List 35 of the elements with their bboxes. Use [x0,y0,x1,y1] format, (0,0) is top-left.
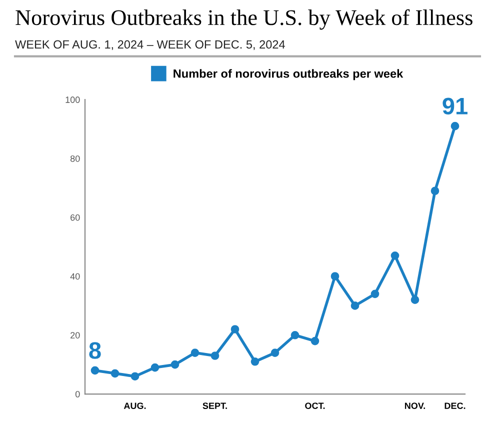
point [130,372,140,381]
point [370,290,380,298]
data-label: 8 [89,342,101,359]
point [390,251,400,260]
point [450,122,460,130]
data-label: 91 [442,98,468,114]
point [330,272,340,280]
point [250,357,260,366]
y-tick-label: 20 [70,332,80,338]
x-tick-label: SEPT. [202,402,227,409]
y-tick-label: 60 [70,214,80,221]
point [110,369,120,378]
y-tick-label: 100 [66,96,80,103]
x-tick-label: DEC. [444,402,466,409]
point [210,352,220,360]
legend-label: Number of norovirus outbreaks per week [174,69,404,80]
point [310,336,320,346]
y-tick-label: 40 [70,273,80,280]
point [90,366,100,375]
point [410,296,420,304]
x-tick-label: OCT. [305,402,325,409]
point [350,302,360,310]
point [290,330,300,340]
point [230,325,240,334]
y-tick-label: 0 [75,390,80,398]
chart-subtitle: WEEK OF AUG. 1, 2024 – WEEK OF DEC. 5, 2024 [15,40,285,50]
x-tick-label: NOV. [404,402,426,409]
point [170,360,180,369]
chart-title: Norovirus Outbreaks in the U.S. by Week of Illness [16,9,472,30]
point [190,348,200,357]
x-tick-label: AUG. [124,402,146,409]
point [430,186,440,196]
point [270,348,280,357]
y-tick-label: 80 [70,155,80,162]
point [150,363,160,372]
